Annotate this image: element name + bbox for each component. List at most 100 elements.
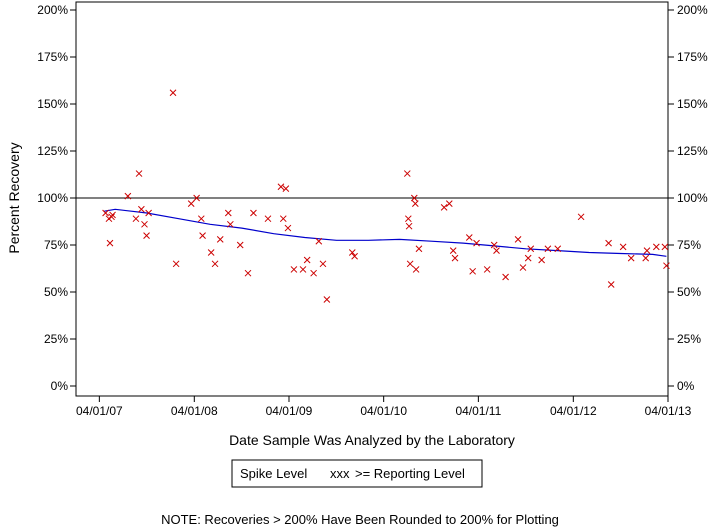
y-tick-label-left-3: 75%: [44, 238, 68, 252]
data-point-46: [412, 266, 420, 273]
legend-spike-label: Spike Level: [240, 466, 307, 481]
data-point-10: [143, 232, 150, 239]
y-tick-label-left-2: 50%: [44, 285, 68, 299]
x-axis: 04/01/07 04/01/08 04/01/09 04/01/10 04/01/11…: [76, 396, 692, 418]
data-point-50: [449, 247, 457, 254]
y-tick-label-left-4: 100%: [37, 191, 68, 205]
data-point-73: [652, 243, 660, 251]
data-point-14: [187, 200, 195, 207]
data-point-41: [404, 215, 412, 223]
x-tick-label-3: 04/01/10: [360, 404, 407, 418]
data-point-32: [299, 266, 307, 273]
legend-reporting-label: >= Reporting Level: [355, 466, 465, 481]
data-point-26: [264, 215, 272, 223]
legend-marker-symbol: xxx: [330, 466, 350, 481]
y-tick-label-left-0: 0%: [51, 379, 69, 393]
data-point-48: [440, 204, 448, 211]
y-tick-label-left-7: 175%: [37, 50, 68, 64]
y-tick-label-left-6: 150%: [37, 97, 68, 111]
data-point-39: [351, 252, 358, 260]
legend-box: [231, 459, 483, 488]
data-point-2: [106, 239, 114, 247]
data-point-17: [199, 232, 206, 239]
data-point-9: [141, 220, 148, 228]
data-point-61: [524, 254, 532, 262]
data-point-57: [493, 247, 500, 254]
data-point-69: [619, 243, 627, 251]
data-point-35: [315, 237, 323, 245]
data-point-68: [607, 281, 615, 288]
data-point-27: [277, 183, 285, 191]
data-point-13: [172, 260, 180, 268]
data-point-18: [207, 249, 215, 256]
data-point-28: [279, 215, 287, 223]
data-point-34: [310, 269, 317, 277]
data-point-54: [473, 239, 480, 247]
data-point-16: [197, 215, 205, 223]
data-point-23: [236, 241, 244, 249]
spike-level-line: [104, 208, 667, 257]
data-point-65: [554, 245, 562, 253]
y-tick-label-left-1: 25%: [44, 332, 68, 346]
data-point-51: [451, 254, 459, 262]
legend: Spike Level xxx >= Reporting Level: [231, 459, 483, 488]
data-point-71: [642, 254, 650, 262]
data-point-11: [145, 209, 152, 217]
data-point-55: [483, 266, 491, 273]
data-point-64: [544, 245, 552, 253]
x-tick-label-1: 04/01/08: [171, 404, 218, 418]
data-point-59: [514, 236, 522, 243]
x-tick-label-0: 04/01/07: [76, 404, 123, 418]
data-point-45: [411, 200, 419, 207]
data-markers: [102, 89, 670, 303]
data-point-60: [519, 264, 527, 271]
data-point-38: [348, 249, 356, 256]
data-point-70: [627, 254, 635, 262]
y-tick-label-left-5: 125%: [37, 144, 68, 158]
data-point-58: [502, 273, 509, 281]
data-point-19: [211, 260, 219, 268]
y-tick-label-right-7: 175%: [677, 50, 708, 64]
data-point-8: [138, 205, 145, 213]
data-point-66: [577, 213, 585, 221]
data-point-40: [403, 170, 411, 177]
data-point-5: [124, 192, 132, 200]
x-tick-label-2: 04/01/09: [266, 404, 313, 418]
x-tick-label-4: 04/01/11: [455, 404, 501, 418]
y-tick-label-right-4: 100%: [677, 191, 708, 205]
data-point-63: [538, 256, 546, 264]
data-point-22: [227, 220, 234, 228]
data-point-44: [410, 194, 418, 202]
data-point-15: [193, 194, 200, 202]
x-tick-label-6: 04/01/13: [645, 404, 692, 418]
data-point-74: [661, 243, 669, 251]
y-tick-label-right-2: 50%: [677, 285, 701, 299]
y-tick-label-right-3: 75%: [677, 238, 701, 252]
data-point-3: [108, 213, 115, 221]
data-point-4: [109, 211, 116, 219]
y-tick-label-right-1: 25%: [677, 332, 701, 346]
data-point-0: [102, 209, 109, 217]
data-point-36: [319, 260, 327, 268]
data-point-75: [663, 262, 670, 270]
x-axis-title: Date Sample Was Analyzed by the Laborato…: [229, 432, 515, 448]
data-point-49: [445, 200, 453, 207]
plot-area: [75, 1, 669, 397]
y-tick-label-left-8: 200%: [37, 3, 68, 17]
data-point-72: [643, 247, 651, 254]
data-point-7: [135, 170, 143, 177]
data-point-31: [290, 266, 298, 273]
y-axis-left: 0% 25% 50% 75% 100% 125% 150% 175% 200%: [37, 3, 76, 393]
data-point-52: [465, 234, 473, 241]
data-point-33: [303, 256, 311, 264]
data-point-20: [216, 236, 224, 243]
data-point-12: [169, 89, 177, 97]
y-tick-label-right-8: 200%: [677, 3, 708, 17]
data-point-25: [250, 209, 257, 217]
data-point-21: [224, 209, 232, 217]
x-tick-label-5: 04/01/12: [550, 404, 597, 418]
data-point-56: [490, 241, 498, 249]
data-point-62: [527, 245, 535, 253]
data-point-6: [132, 215, 140, 223]
